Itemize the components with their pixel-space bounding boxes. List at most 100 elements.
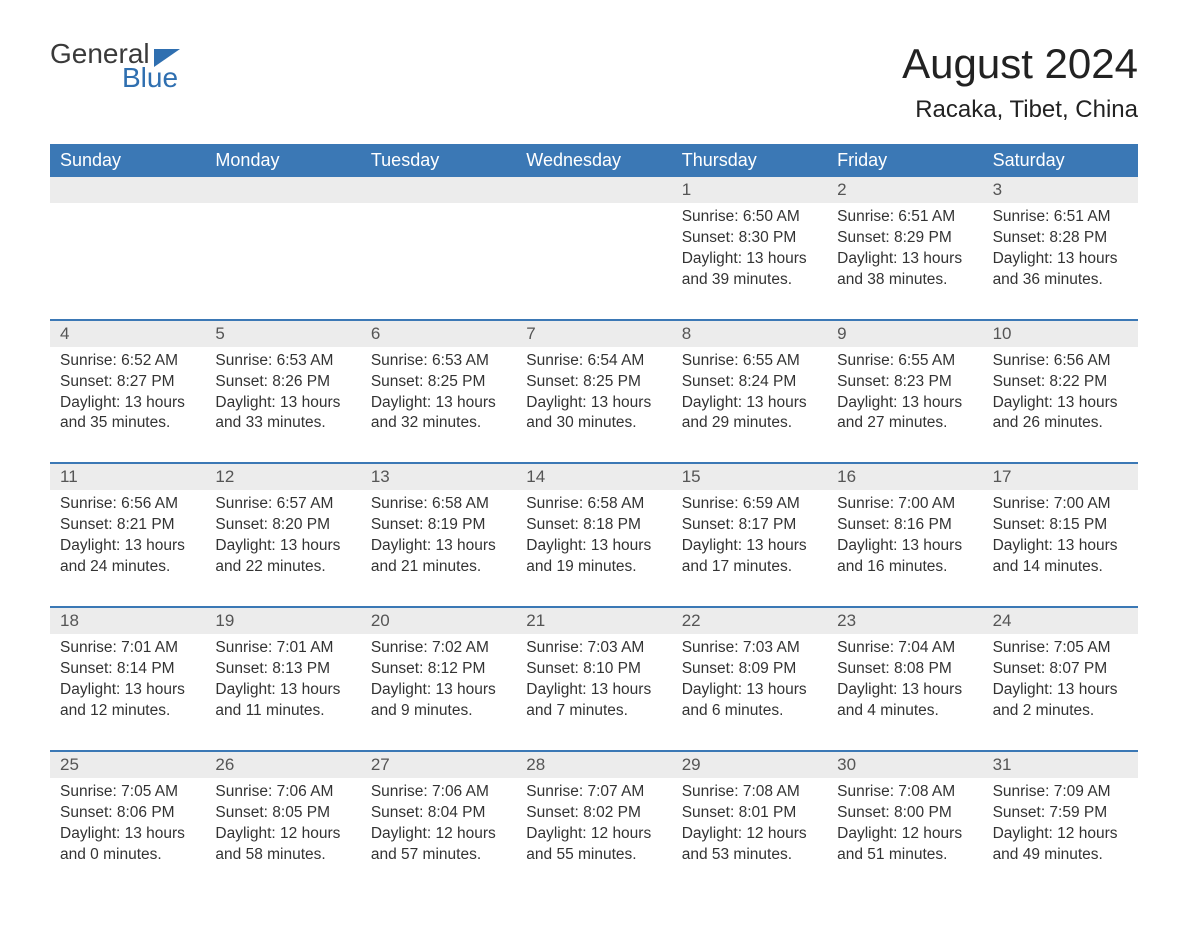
day-cell: [205, 177, 360, 319]
sunrise-text: Sunrise: 7:05 AM: [60, 782, 195, 803]
day-details: Sunrise: 7:02 AMSunset: 8:12 PMDaylight:…: [361, 634, 516, 722]
day-number: 7: [516, 321, 671, 347]
daylight-text: Daylight: 13 hours and 9 minutes.: [371, 680, 506, 722]
day-cell: 15Sunrise: 6:59 AMSunset: 8:17 PMDayligh…: [672, 464, 827, 606]
day-cell: 18Sunrise: 7:01 AMSunset: 8:14 PMDayligh…: [50, 608, 205, 750]
day-cell: 29Sunrise: 7:08 AMSunset: 8:01 PMDayligh…: [672, 752, 827, 894]
daylight-text: Daylight: 13 hours and 24 minutes.: [60, 536, 195, 578]
sunrise-text: Sunrise: 7:02 AM: [371, 638, 506, 659]
day-details: Sunrise: 6:56 AMSunset: 8:21 PMDaylight:…: [50, 490, 205, 578]
daylight-text: Daylight: 13 hours and 11 minutes.: [215, 680, 350, 722]
daylight-text: Daylight: 13 hours and 6 minutes.: [682, 680, 817, 722]
day-details: Sunrise: 6:58 AMSunset: 8:18 PMDaylight:…: [516, 490, 671, 578]
day-number: 26: [205, 752, 360, 778]
daylight-text: Daylight: 12 hours and 51 minutes.: [837, 824, 972, 866]
day-number: 6: [361, 321, 516, 347]
day-number: 11: [50, 464, 205, 490]
day-number: 21: [516, 608, 671, 634]
day-details: Sunrise: 7:04 AMSunset: 8:08 PMDaylight:…: [827, 634, 982, 722]
week-row: 18Sunrise: 7:01 AMSunset: 8:14 PMDayligh…: [50, 606, 1138, 750]
daylight-text: Daylight: 13 hours and 12 minutes.: [60, 680, 195, 722]
day-cell: 21Sunrise: 7:03 AMSunset: 8:10 PMDayligh…: [516, 608, 671, 750]
logo-text-blue: Blue: [122, 64, 178, 92]
sunrise-text: Sunrise: 7:03 AM: [526, 638, 661, 659]
sunset-text: Sunset: 8:27 PM: [60, 372, 195, 393]
day-cell: 26Sunrise: 7:06 AMSunset: 8:05 PMDayligh…: [205, 752, 360, 894]
daylight-text: Daylight: 13 hours and 29 minutes.: [682, 393, 817, 435]
day-number: 1: [672, 177, 827, 203]
weekday-cell: Saturday: [983, 144, 1138, 177]
daylight-text: Daylight: 13 hours and 30 minutes.: [526, 393, 661, 435]
day-number: 17: [983, 464, 1138, 490]
sunset-text: Sunset: 8:21 PM: [60, 515, 195, 536]
day-cell: 12Sunrise: 6:57 AMSunset: 8:20 PMDayligh…: [205, 464, 360, 606]
daylight-text: Daylight: 13 hours and 22 minutes.: [215, 536, 350, 578]
sunrise-text: Sunrise: 7:01 AM: [60, 638, 195, 659]
day-details: Sunrise: 7:08 AMSunset: 8:01 PMDaylight:…: [672, 778, 827, 866]
day-number: 5: [205, 321, 360, 347]
day-details: Sunrise: 6:57 AMSunset: 8:20 PMDaylight:…: [205, 490, 360, 578]
week-row: 11Sunrise: 6:56 AMSunset: 8:21 PMDayligh…: [50, 462, 1138, 606]
sunset-text: Sunset: 8:23 PM: [837, 372, 972, 393]
sunset-text: Sunset: 8:10 PM: [526, 659, 661, 680]
day-details: Sunrise: 6:53 AMSunset: 8:25 PMDaylight:…: [361, 347, 516, 435]
weekday-cell: Tuesday: [361, 144, 516, 177]
week-row: 4Sunrise: 6:52 AMSunset: 8:27 PMDaylight…: [50, 319, 1138, 463]
day-details: Sunrise: 7:03 AMSunset: 8:09 PMDaylight:…: [672, 634, 827, 722]
sunset-text: Sunset: 8:00 PM: [837, 803, 972, 824]
day-cell: 20Sunrise: 7:02 AMSunset: 8:12 PMDayligh…: [361, 608, 516, 750]
day-details: Sunrise: 7:07 AMSunset: 8:02 PMDaylight:…: [516, 778, 671, 866]
day-cell: 3Sunrise: 6:51 AMSunset: 8:28 PMDaylight…: [983, 177, 1138, 319]
day-number: 3: [983, 177, 1138, 203]
weekday-header-row: SundayMondayTuesdayWednesdayThursdayFrid…: [50, 144, 1138, 177]
location: Racaka, Tibet, China: [902, 96, 1138, 124]
day-details: Sunrise: 6:52 AMSunset: 8:27 PMDaylight:…: [50, 347, 205, 435]
calendar: SundayMondayTuesdayWednesdayThursdayFrid…: [50, 144, 1138, 893]
sunset-text: Sunset: 8:13 PM: [215, 659, 350, 680]
sunrise-text: Sunrise: 6:56 AM: [993, 351, 1128, 372]
title-block: August 2024 Racaka, Tibet, China: [902, 40, 1138, 124]
sunset-text: Sunset: 8:12 PM: [371, 659, 506, 680]
sunset-text: Sunset: 8:19 PM: [371, 515, 506, 536]
day-cell: 10Sunrise: 6:56 AMSunset: 8:22 PMDayligh…: [983, 321, 1138, 463]
weekday-cell: Thursday: [672, 144, 827, 177]
sunrise-text: Sunrise: 6:55 AM: [837, 351, 972, 372]
day-number: [205, 177, 360, 203]
daylight-text: Daylight: 12 hours and 53 minutes.: [682, 824, 817, 866]
day-cell: 4Sunrise: 6:52 AMSunset: 8:27 PMDaylight…: [50, 321, 205, 463]
daylight-text: Daylight: 13 hours and 4 minutes.: [837, 680, 972, 722]
daylight-text: Daylight: 13 hours and 0 minutes.: [60, 824, 195, 866]
daylight-text: Daylight: 13 hours and 33 minutes.: [215, 393, 350, 435]
daylight-text: Daylight: 13 hours and 35 minutes.: [60, 393, 195, 435]
day-number: 9: [827, 321, 982, 347]
day-number: 25: [50, 752, 205, 778]
sunset-text: Sunset: 8:24 PM: [682, 372, 817, 393]
day-cell: 11Sunrise: 6:56 AMSunset: 8:21 PMDayligh…: [50, 464, 205, 606]
day-number: 19: [205, 608, 360, 634]
day-number: 8: [672, 321, 827, 347]
weeks-container: 1Sunrise: 6:50 AMSunset: 8:30 PMDaylight…: [50, 177, 1138, 893]
sunrise-text: Sunrise: 7:00 AM: [993, 494, 1128, 515]
day-number: 12: [205, 464, 360, 490]
daylight-text: Daylight: 13 hours and 16 minutes.: [837, 536, 972, 578]
daylight-text: Daylight: 13 hours and 26 minutes.: [993, 393, 1128, 435]
day-details: Sunrise: 6:56 AMSunset: 8:22 PMDaylight:…: [983, 347, 1138, 435]
day-number: 13: [361, 464, 516, 490]
sunrise-text: Sunrise: 7:08 AM: [682, 782, 817, 803]
day-number: 22: [672, 608, 827, 634]
sunset-text: Sunset: 8:20 PM: [215, 515, 350, 536]
day-cell: 14Sunrise: 6:58 AMSunset: 8:18 PMDayligh…: [516, 464, 671, 606]
sunset-text: Sunset: 7:59 PM: [993, 803, 1128, 824]
day-cell: 31Sunrise: 7:09 AMSunset: 7:59 PMDayligh…: [983, 752, 1138, 894]
daylight-text: Daylight: 13 hours and 36 minutes.: [993, 249, 1128, 291]
day-details: Sunrise: 7:01 AMSunset: 8:14 PMDaylight:…: [50, 634, 205, 722]
month-title: August 2024: [902, 40, 1138, 88]
day-cell: 22Sunrise: 7:03 AMSunset: 8:09 PMDayligh…: [672, 608, 827, 750]
sunrise-text: Sunrise: 7:08 AM: [837, 782, 972, 803]
sunrise-text: Sunrise: 7:00 AM: [837, 494, 972, 515]
day-number: 27: [361, 752, 516, 778]
sunrise-text: Sunrise: 7:06 AM: [371, 782, 506, 803]
day-number: [361, 177, 516, 203]
day-details: Sunrise: 6:51 AMSunset: 8:28 PMDaylight:…: [983, 203, 1138, 291]
sunset-text: Sunset: 8:26 PM: [215, 372, 350, 393]
